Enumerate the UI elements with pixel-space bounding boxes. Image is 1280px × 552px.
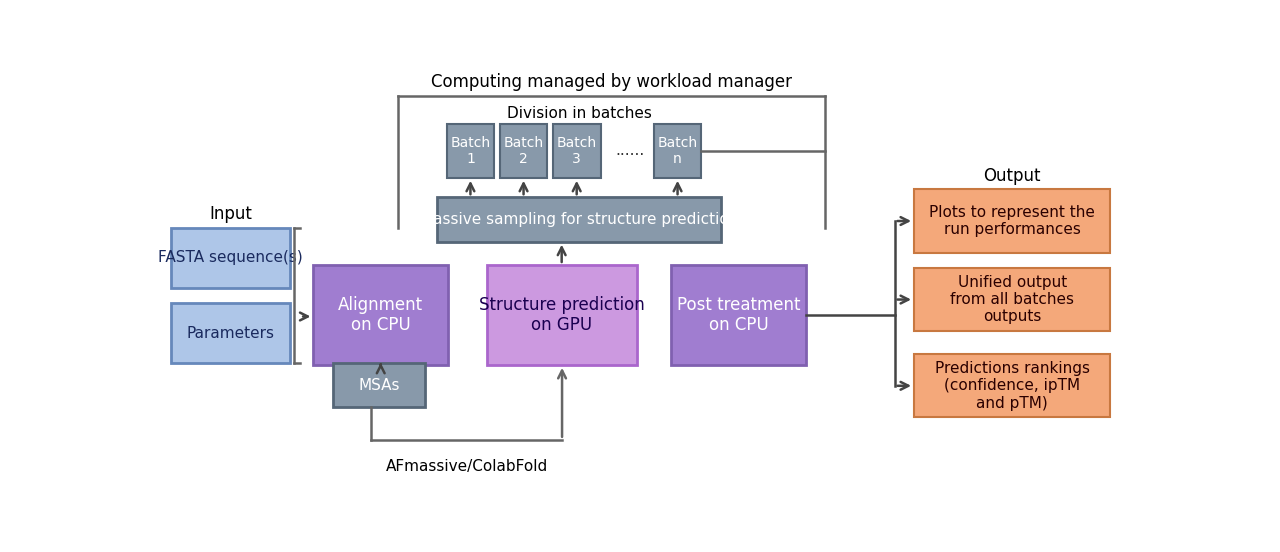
Bar bbox=[172, 228, 291, 288]
Text: Massive sampling for structure prediction: Massive sampling for structure predictio… bbox=[420, 212, 739, 227]
Text: Predictions rankings
(confidence, ipTM
and pTM): Predictions rankings (confidence, ipTM a… bbox=[934, 361, 1089, 411]
Bar bbox=[914, 268, 1110, 331]
Text: Computing managed by workload manager: Computing managed by workload manager bbox=[431, 73, 792, 91]
Text: Output: Output bbox=[983, 167, 1041, 184]
Bar bbox=[314, 265, 448, 365]
Bar bbox=[436, 197, 722, 242]
Bar bbox=[447, 124, 494, 178]
Bar bbox=[914, 189, 1110, 253]
Bar bbox=[672, 265, 806, 365]
Text: Plots to represent the
run performances: Plots to represent the run performances bbox=[929, 205, 1096, 237]
Text: Batch
2: Batch 2 bbox=[503, 136, 544, 166]
Text: Batch
3: Batch 3 bbox=[557, 136, 596, 166]
Bar bbox=[172, 304, 291, 363]
Text: ......: ...... bbox=[616, 144, 644, 158]
Text: Unified output
from all batches
outputs: Unified output from all batches outputs bbox=[950, 275, 1074, 325]
Text: Parameters: Parameters bbox=[187, 326, 275, 341]
Bar bbox=[654, 124, 701, 178]
Text: Division in batches: Division in batches bbox=[507, 107, 652, 121]
Bar bbox=[486, 265, 636, 365]
Bar bbox=[333, 363, 425, 407]
Text: Batch
1: Batch 1 bbox=[451, 136, 490, 166]
Bar bbox=[914, 354, 1110, 417]
Text: Input: Input bbox=[209, 205, 252, 223]
Text: MSAs: MSAs bbox=[358, 378, 399, 392]
Text: Structure prediction
on GPU: Structure prediction on GPU bbox=[479, 295, 645, 335]
Text: AFmassive/ColabFold: AFmassive/ColabFold bbox=[385, 459, 548, 474]
Text: Alignment
on CPU: Alignment on CPU bbox=[338, 295, 424, 335]
Text: Batch
n: Batch n bbox=[658, 136, 698, 166]
Bar bbox=[499, 124, 548, 178]
Text: FASTA sequence(s): FASTA sequence(s) bbox=[159, 251, 303, 266]
Bar bbox=[553, 124, 600, 178]
Text: Post treatment
on CPU: Post treatment on CPU bbox=[677, 295, 800, 335]
